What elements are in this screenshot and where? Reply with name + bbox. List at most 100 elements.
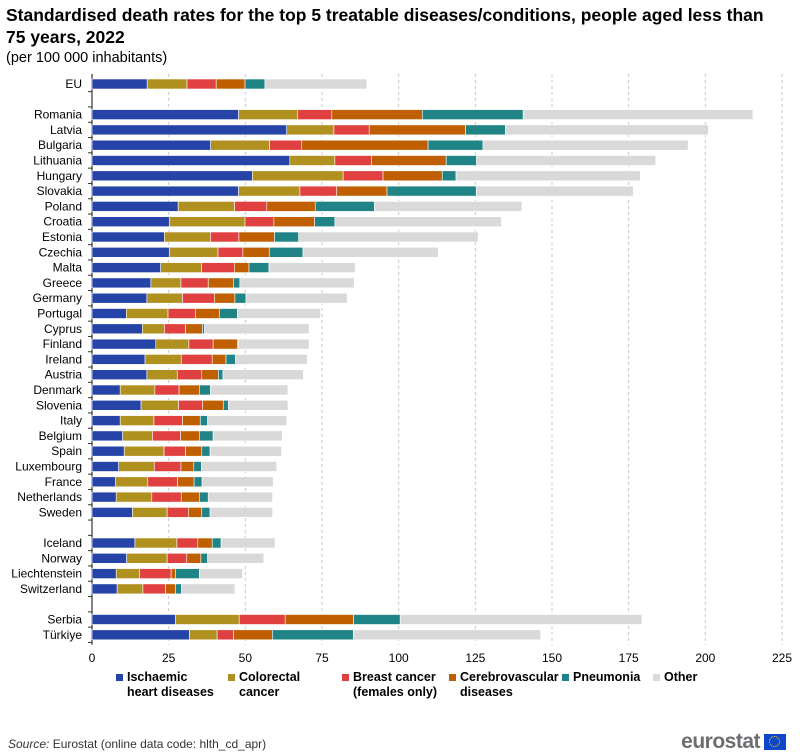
bar-segment: [234, 292, 247, 304]
bar-segment: [482, 139, 689, 151]
category-label: Denmark: [33, 383, 83, 397]
bar-segment: [209, 507, 273, 518]
bar-segment: [386, 185, 477, 197]
chart-subtitle: (per 100 000 inhabitants): [6, 50, 168, 66]
category-label: France: [45, 475, 83, 489]
stacked-bar-chart: 0 25 50 75 100 125 150 175 200 225 EU RomaniaLatvia…: [11, 74, 792, 699]
logo-text: eurostat: [681, 730, 760, 753]
category-label: Norway: [41, 551, 82, 565]
bar-segment: [91, 262, 161, 273]
source-label: Source:: [8, 737, 50, 751]
bar-segment: [301, 139, 429, 151]
bar-segment: [215, 78, 246, 90]
bar-segment: [177, 476, 195, 488]
bar-segment: [382, 170, 443, 182]
legend-swatch: [116, 674, 123, 681]
category-label: Czechia: [39, 245, 83, 259]
bar-segment: [119, 415, 155, 426]
bar-segment: [202, 399, 224, 411]
bar-segment: [199, 568, 243, 579]
bar-segment: [126, 552, 168, 564]
bar-segment: [182, 292, 215, 304]
bar-segment: [197, 537, 213, 549]
bar-segment: [170, 568, 176, 579]
bar-segment: [177, 201, 235, 212]
bar-segment: [91, 185, 239, 197]
bar-segment: [210, 384, 289, 396]
category-label: Italy: [60, 414, 82, 428]
bar-segment: [175, 583, 182, 595]
bar-segment: [211, 537, 222, 549]
bar-segment: [91, 139, 211, 151]
category-label: Luxembourg: [15, 460, 82, 474]
bar-segment: [91, 338, 157, 350]
source-note: Source: Eurostat (online data code: hlth…: [8, 737, 266, 751]
bar-segment: [204, 323, 310, 335]
bar-segment: [201, 262, 235, 273]
bar-segment: [144, 354, 182, 365]
bar-segment: [274, 231, 299, 243]
bar-segment: [155, 338, 190, 350]
bar-segment: [122, 430, 153, 442]
category-label: Estonia: [42, 230, 82, 244]
bar-segment: [207, 277, 234, 289]
bar-segment: [180, 277, 209, 289]
bar-segment: [91, 537, 136, 549]
bar-segment: [91, 308, 127, 319]
bar-segment: [180, 354, 213, 365]
bar-segment: [441, 170, 457, 182]
bar-segment: [141, 323, 165, 335]
bar-segment: [207, 415, 288, 426]
bar-segment: [374, 201, 523, 212]
bar-segment: [195, 308, 220, 319]
x-tick-label: 200: [695, 651, 715, 665]
bar-segment: [91, 247, 170, 258]
bar-segment: [352, 629, 541, 641]
x-tick-label: 125: [465, 651, 485, 665]
category-label: Malta: [53, 261, 83, 275]
bar-segment: [222, 369, 304, 381]
category-label: Finland: [43, 337, 82, 351]
bar-segment: [166, 507, 189, 518]
bar-segment: [180, 461, 195, 472]
bar-segment: [299, 185, 338, 197]
bar-segment: [165, 583, 176, 595]
bar-segment: [91, 109, 239, 120]
bar-segment: [140, 399, 179, 411]
bar-segment: [91, 629, 190, 641]
bar-segment: [151, 491, 182, 503]
bar-segment: [297, 109, 333, 120]
bar-segment: [193, 476, 203, 488]
bar-segment: [175, 614, 240, 625]
bar-segment: [116, 583, 144, 595]
bar-segment: [180, 491, 200, 503]
bar-segment: [252, 170, 344, 182]
category-label: Poland: [45, 199, 82, 213]
bar-segment: [286, 124, 335, 136]
category-label: Serbia: [47, 613, 82, 627]
eu-flag-icon: [764, 734, 786, 750]
legend-label: Breast cancer: [353, 670, 436, 684]
x-tick-label: 25: [162, 651, 176, 665]
bar-segment: [115, 476, 149, 488]
category-label: Ireland: [45, 352, 82, 366]
bar-segment: [228, 399, 289, 411]
bar-segment: [180, 430, 200, 442]
bar-segment: [302, 247, 439, 258]
bar-segment: [91, 476, 116, 488]
bar-segment: [163, 445, 186, 457]
bar-segment: [272, 629, 354, 641]
bar-segment: [126, 308, 169, 319]
bar-segment: [150, 277, 182, 289]
bar-segment: [201, 476, 274, 488]
legend-swatch: [342, 674, 349, 681]
bar-segment: [91, 231, 165, 243]
bar-segment: [217, 247, 244, 258]
bar-segment: [154, 384, 180, 396]
bar-segment: [115, 491, 153, 503]
bar-segment: [314, 216, 336, 227]
bar-segment: [142, 583, 166, 595]
bar-segment: [91, 445, 125, 457]
bar-segment: [186, 552, 202, 564]
bar-segment: [91, 170, 253, 182]
